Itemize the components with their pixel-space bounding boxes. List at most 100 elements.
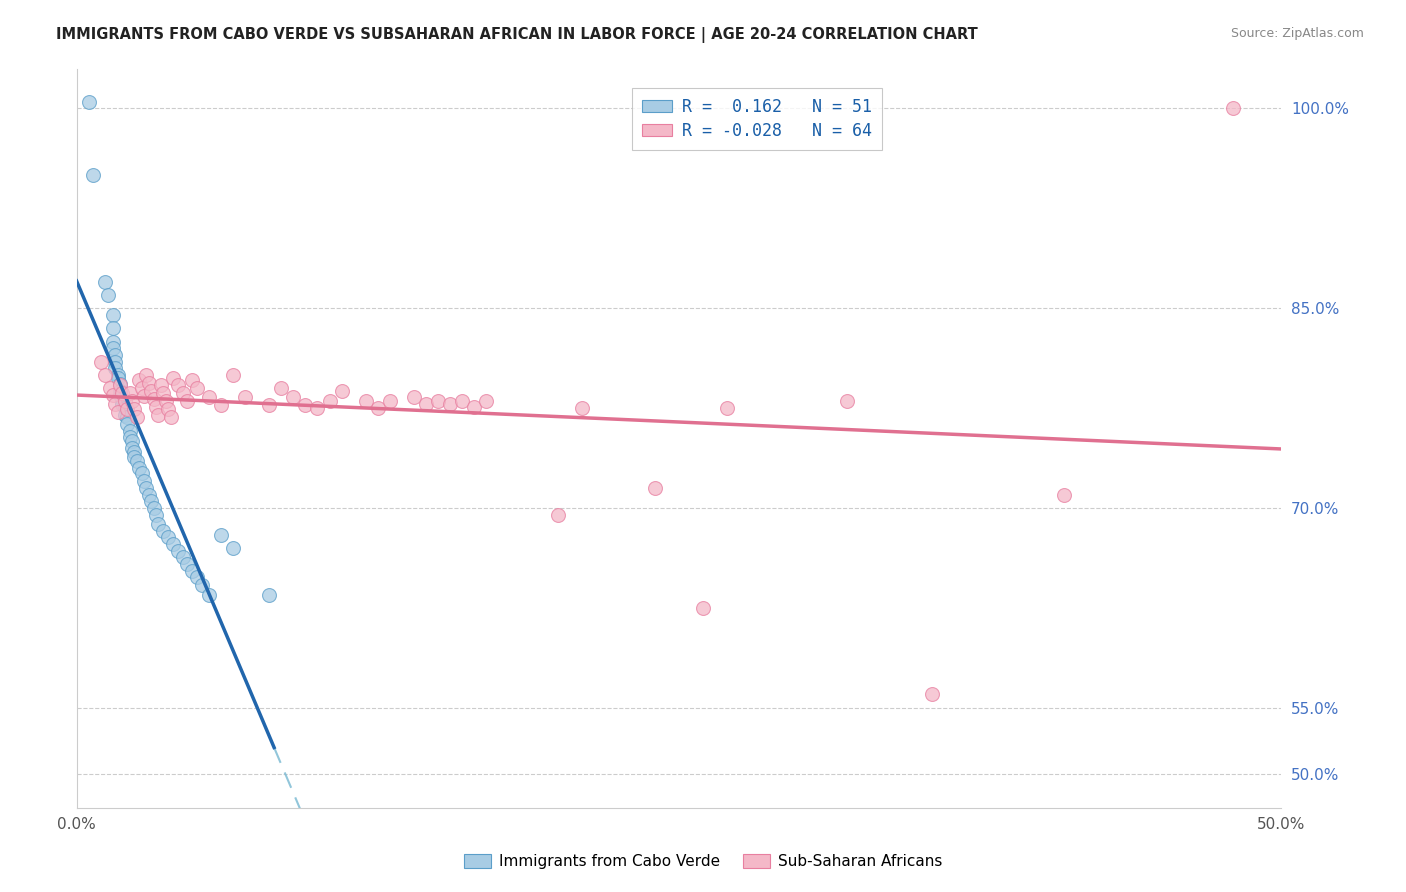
Point bbox=[186, 381, 208, 395]
Point bbox=[1053, 488, 1076, 502]
Point bbox=[426, 394, 449, 409]
Point bbox=[198, 391, 221, 405]
Legend: R =  0.162   N = 51, R = -0.028   N = 64: R = 0.162 N = 51, R = -0.028 N = 64 bbox=[633, 88, 882, 150]
Point bbox=[318, 394, 340, 409]
Point bbox=[77, 95, 100, 109]
Point bbox=[152, 386, 174, 401]
Point bbox=[101, 321, 124, 335]
Point bbox=[181, 564, 204, 578]
Point bbox=[107, 368, 129, 382]
Point bbox=[837, 394, 859, 409]
Point bbox=[114, 408, 136, 422]
Point bbox=[152, 524, 174, 538]
Point bbox=[162, 370, 184, 384]
Point bbox=[111, 397, 134, 411]
Point bbox=[354, 394, 377, 409]
Point bbox=[166, 543, 188, 558]
Point bbox=[172, 386, 194, 401]
Point bbox=[90, 354, 112, 368]
Point bbox=[138, 488, 160, 502]
Point bbox=[131, 467, 153, 481]
Point bbox=[155, 394, 177, 409]
Point bbox=[104, 397, 127, 411]
Point bbox=[209, 399, 232, 413]
Point bbox=[107, 405, 129, 419]
Point bbox=[128, 461, 150, 475]
Point bbox=[108, 378, 131, 392]
Point bbox=[141, 494, 163, 508]
Point bbox=[149, 378, 172, 392]
Point bbox=[463, 400, 485, 414]
Point bbox=[104, 348, 127, 362]
Point bbox=[176, 557, 198, 571]
Point bbox=[145, 508, 167, 522]
Text: Source: ZipAtlas.com: Source: ZipAtlas.com bbox=[1230, 27, 1364, 40]
Point bbox=[118, 430, 141, 444]
Point bbox=[222, 368, 245, 382]
Point bbox=[1222, 102, 1244, 116]
Point bbox=[108, 388, 131, 402]
Point bbox=[547, 508, 569, 522]
Point bbox=[378, 394, 401, 409]
Point bbox=[104, 354, 127, 368]
Point bbox=[198, 588, 221, 602]
Point bbox=[159, 410, 181, 425]
Point bbox=[176, 394, 198, 409]
Point bbox=[101, 334, 124, 349]
Point bbox=[307, 401, 329, 416]
Point bbox=[118, 386, 141, 401]
Point bbox=[82, 168, 104, 182]
Point bbox=[131, 381, 153, 395]
Point bbox=[692, 601, 714, 615]
Point bbox=[644, 481, 666, 495]
Point bbox=[157, 530, 180, 544]
Point bbox=[121, 394, 143, 409]
Point bbox=[222, 541, 245, 555]
Point bbox=[115, 417, 138, 431]
Point bbox=[101, 388, 124, 402]
Point bbox=[125, 454, 148, 468]
Point bbox=[142, 392, 165, 406]
Point bbox=[439, 397, 461, 411]
Point bbox=[148, 516, 170, 531]
Point bbox=[921, 688, 943, 702]
Point bbox=[94, 368, 117, 382]
Point bbox=[367, 401, 389, 416]
Point bbox=[571, 401, 593, 416]
Point bbox=[415, 397, 437, 411]
Point bbox=[101, 341, 124, 355]
Point bbox=[162, 537, 184, 551]
Point bbox=[97, 288, 120, 302]
Point bbox=[181, 373, 204, 387]
Point bbox=[114, 401, 136, 416]
Point bbox=[111, 386, 134, 401]
Point bbox=[101, 308, 124, 322]
Point bbox=[98, 381, 121, 395]
Point bbox=[166, 378, 188, 392]
Point bbox=[157, 402, 180, 417]
Point bbox=[121, 434, 143, 449]
Point bbox=[402, 391, 425, 405]
Point bbox=[115, 402, 138, 417]
Point bbox=[233, 391, 256, 405]
Point bbox=[94, 275, 117, 289]
Point bbox=[125, 410, 148, 425]
Point bbox=[145, 400, 167, 414]
Point bbox=[283, 391, 305, 405]
Point bbox=[107, 370, 129, 384]
Point bbox=[124, 445, 146, 459]
Point bbox=[259, 588, 281, 602]
Text: IMMIGRANTS FROM CABO VERDE VS SUBSAHARAN AFRICAN IN LABOR FORCE | AGE 20-24 CORR: IMMIGRANTS FROM CABO VERDE VS SUBSAHARAN… bbox=[56, 27, 979, 43]
Point bbox=[259, 399, 281, 413]
Point bbox=[142, 501, 165, 516]
Point bbox=[118, 424, 141, 438]
Point bbox=[115, 410, 138, 425]
Point bbox=[138, 376, 160, 390]
Legend: Immigrants from Cabo Verde, Sub-Saharan Africans: Immigrants from Cabo Verde, Sub-Saharan … bbox=[457, 848, 949, 875]
Point bbox=[104, 361, 127, 376]
Point bbox=[108, 377, 131, 392]
Point bbox=[716, 401, 738, 416]
Point bbox=[135, 481, 157, 495]
Point bbox=[111, 392, 134, 406]
Point bbox=[132, 389, 155, 403]
